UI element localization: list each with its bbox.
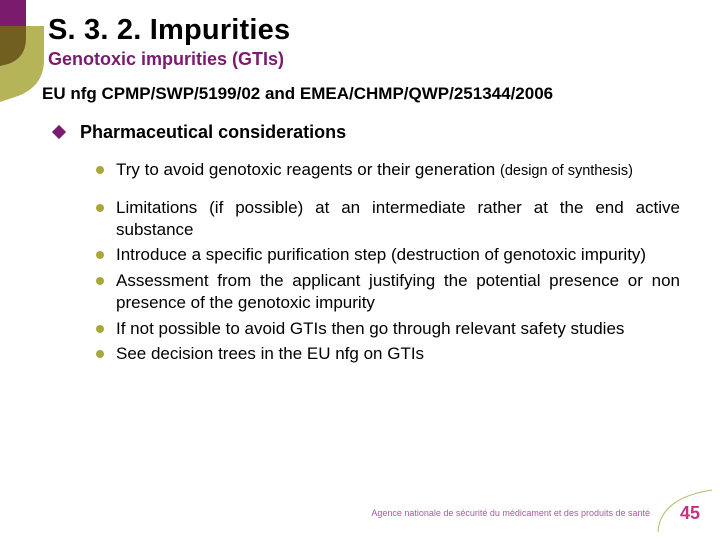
bullet-text: Introduce a specific purification step (… <box>116 245 646 264</box>
slide-title: S. 3. 2. Impurities <box>48 14 684 47</box>
reference-line: EU nfg CPMP/SWP/5199/02 and EMEA/CHMP/QW… <box>42 84 684 104</box>
list-item: Limitations (if possible) at an intermed… <box>96 197 680 241</box>
slide: S. 3. 2. Impurities Genotoxic impurities… <box>0 0 720 540</box>
page-number: 45 <box>680 503 700 524</box>
bullet-text: Assessment from the applicant justifying… <box>116 271 680 312</box>
list-item: Assessment from the applicant justifying… <box>96 270 680 314</box>
bullet-list: Try to avoid genotoxic reagents or their… <box>96 159 680 365</box>
list-item: If not possible to avoid GTIs then go th… <box>96 318 680 340</box>
bullet-text: If not possible to avoid GTIs then go th… <box>116 319 624 338</box>
bullet-text: Try to avoid genotoxic reagents or their… <box>116 160 495 179</box>
footer-agency: Agence nationale de sécurité du médicame… <box>371 508 650 518</box>
bullet-text: See decision trees in the EU nfg on GTIs <box>116 344 424 363</box>
list-item: See decision trees in the EU nfg on GTIs <box>96 343 680 365</box>
slide-subtitle: Genotoxic impurities (GTIs) <box>48 49 684 70</box>
list-item: Try to avoid genotoxic reagents or their… <box>96 159 680 181</box>
section-heading: Pharmaceutical considerations <box>80 122 346 143</box>
diamond-bullet-icon <box>52 125 66 139</box>
bullet-text: Limitations (if possible) at an intermed… <box>116 198 680 239</box>
list-item: Introduce a specific purification step (… <box>96 244 680 266</box>
bullet-note: (design of synthesis) <box>500 163 633 179</box>
section-heading-row: Pharmaceutical considerations <box>54 122 684 143</box>
